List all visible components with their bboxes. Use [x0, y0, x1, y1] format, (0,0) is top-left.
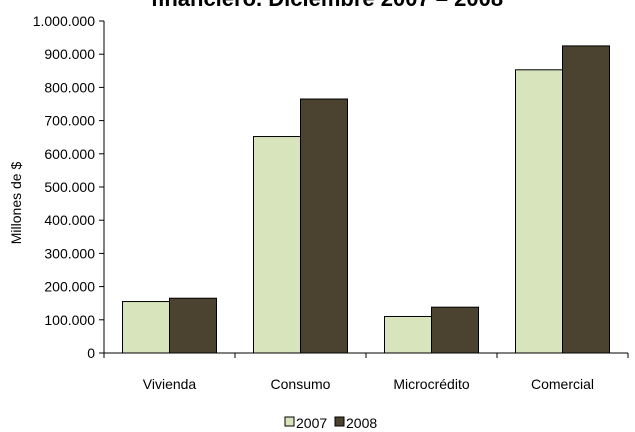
- legend-swatch: [284, 416, 295, 427]
- y-tick-label: 200.000: [44, 279, 95, 295]
- y-tick-label: 600.000: [44, 146, 95, 162]
- y-tick-label: 1.000.000: [33, 13, 95, 29]
- y-tick-label: 700.000: [44, 113, 95, 129]
- category-label: Microcrédito: [393, 376, 469, 392]
- category-label: Vivienda: [143, 376, 197, 392]
- axes: [103, 21, 629, 358]
- chart-title: financiero. Diciembre 2007 – 2008: [151, 0, 503, 11]
- legend-label: 2008: [346, 415, 377, 431]
- y-axis-ticks: 0 100.000 200.000 300.000 400.000 500.000 600.…: [33, 13, 104, 361]
- category-label: Consumo: [271, 376, 331, 392]
- bar-2007-vivienda: [122, 301, 170, 354]
- bar-2007-consumo: [253, 136, 301, 354]
- bar-2008-consumo: [300, 98, 348, 354]
- y-tick-label: 500.000: [44, 179, 95, 195]
- bar-2008-microcrédito: [431, 306, 479, 354]
- bar-2008-comercial: [562, 45, 610, 354]
- legend: 2007 2008: [284, 415, 377, 431]
- legend-label: 2007: [296, 415, 327, 431]
- bar-2007-microcrédito: [384, 315, 432, 354]
- bar-2007-comercial: [515, 69, 563, 354]
- y-tick-label: 300.000: [44, 245, 95, 261]
- y-tick-label: 900.000: [44, 46, 95, 62]
- y-tick-label: 800.000: [44, 79, 95, 95]
- y-axis-label: Millones de $: [8, 162, 24, 245]
- legend-swatch: [334, 416, 345, 427]
- bars: [122, 45, 610, 354]
- category-labels: Vivienda Consumo Microcrédito Comercial: [143, 376, 594, 392]
- category-label: Comercial: [531, 376, 594, 392]
- y-tick-label: 0: [87, 345, 95, 361]
- bar-2008-vivienda: [169, 297, 217, 354]
- y-tick-label: 400.000: [44, 212, 95, 228]
- y-tick-label: 100.000: [44, 312, 95, 328]
